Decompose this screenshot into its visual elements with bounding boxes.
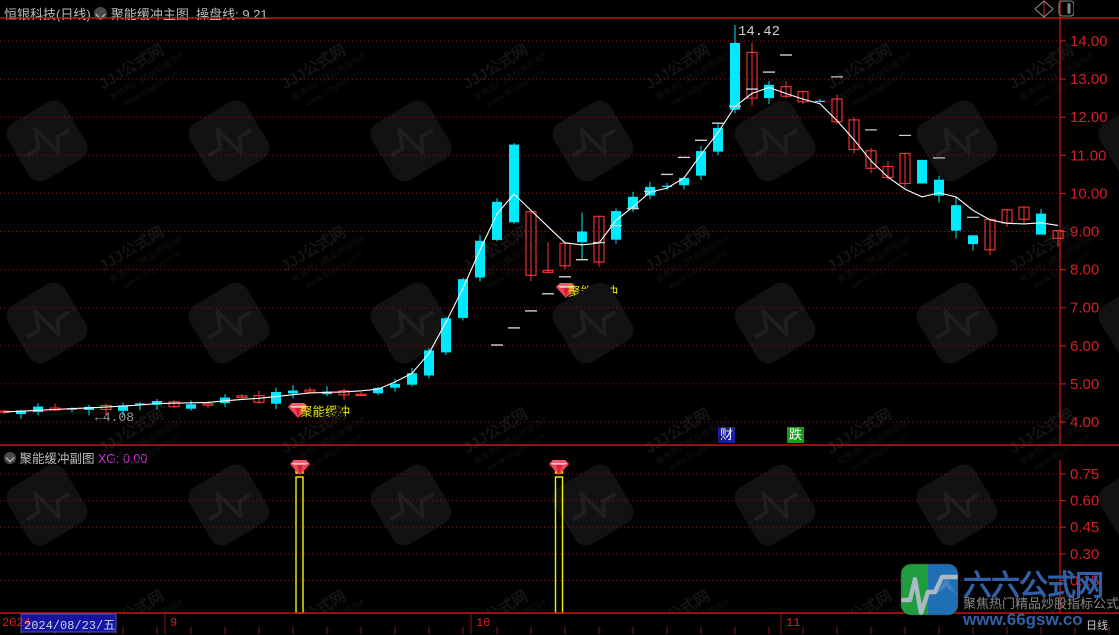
svg-text:6.00: 6.00 xyxy=(1070,338,1099,355)
svg-text:7.00: 7.00 xyxy=(1070,300,1099,317)
svg-text:9.00: 9.00 xyxy=(1070,224,1099,241)
svg-text:8.00: 8.00 xyxy=(1070,262,1099,279)
svg-text:10.00: 10.00 xyxy=(1070,185,1108,202)
svg-text:14.00: 14.00 xyxy=(1070,33,1108,50)
svg-text:13.00: 13.00 xyxy=(1070,71,1108,88)
svg-text:0.45: 0.45 xyxy=(1070,519,1099,536)
svg-text:0.30: 0.30 xyxy=(1070,546,1099,563)
svg-text:4.00: 4.00 xyxy=(1070,414,1099,431)
svg-text:12.00: 12.00 xyxy=(1070,109,1108,126)
svg-text:0.60: 0.60 xyxy=(1070,493,1099,510)
svg-text:11.00: 11.00 xyxy=(1070,147,1106,164)
svg-text:5.00: 5.00 xyxy=(1070,376,1099,393)
svg-text:0.75: 0.75 xyxy=(1070,466,1099,483)
